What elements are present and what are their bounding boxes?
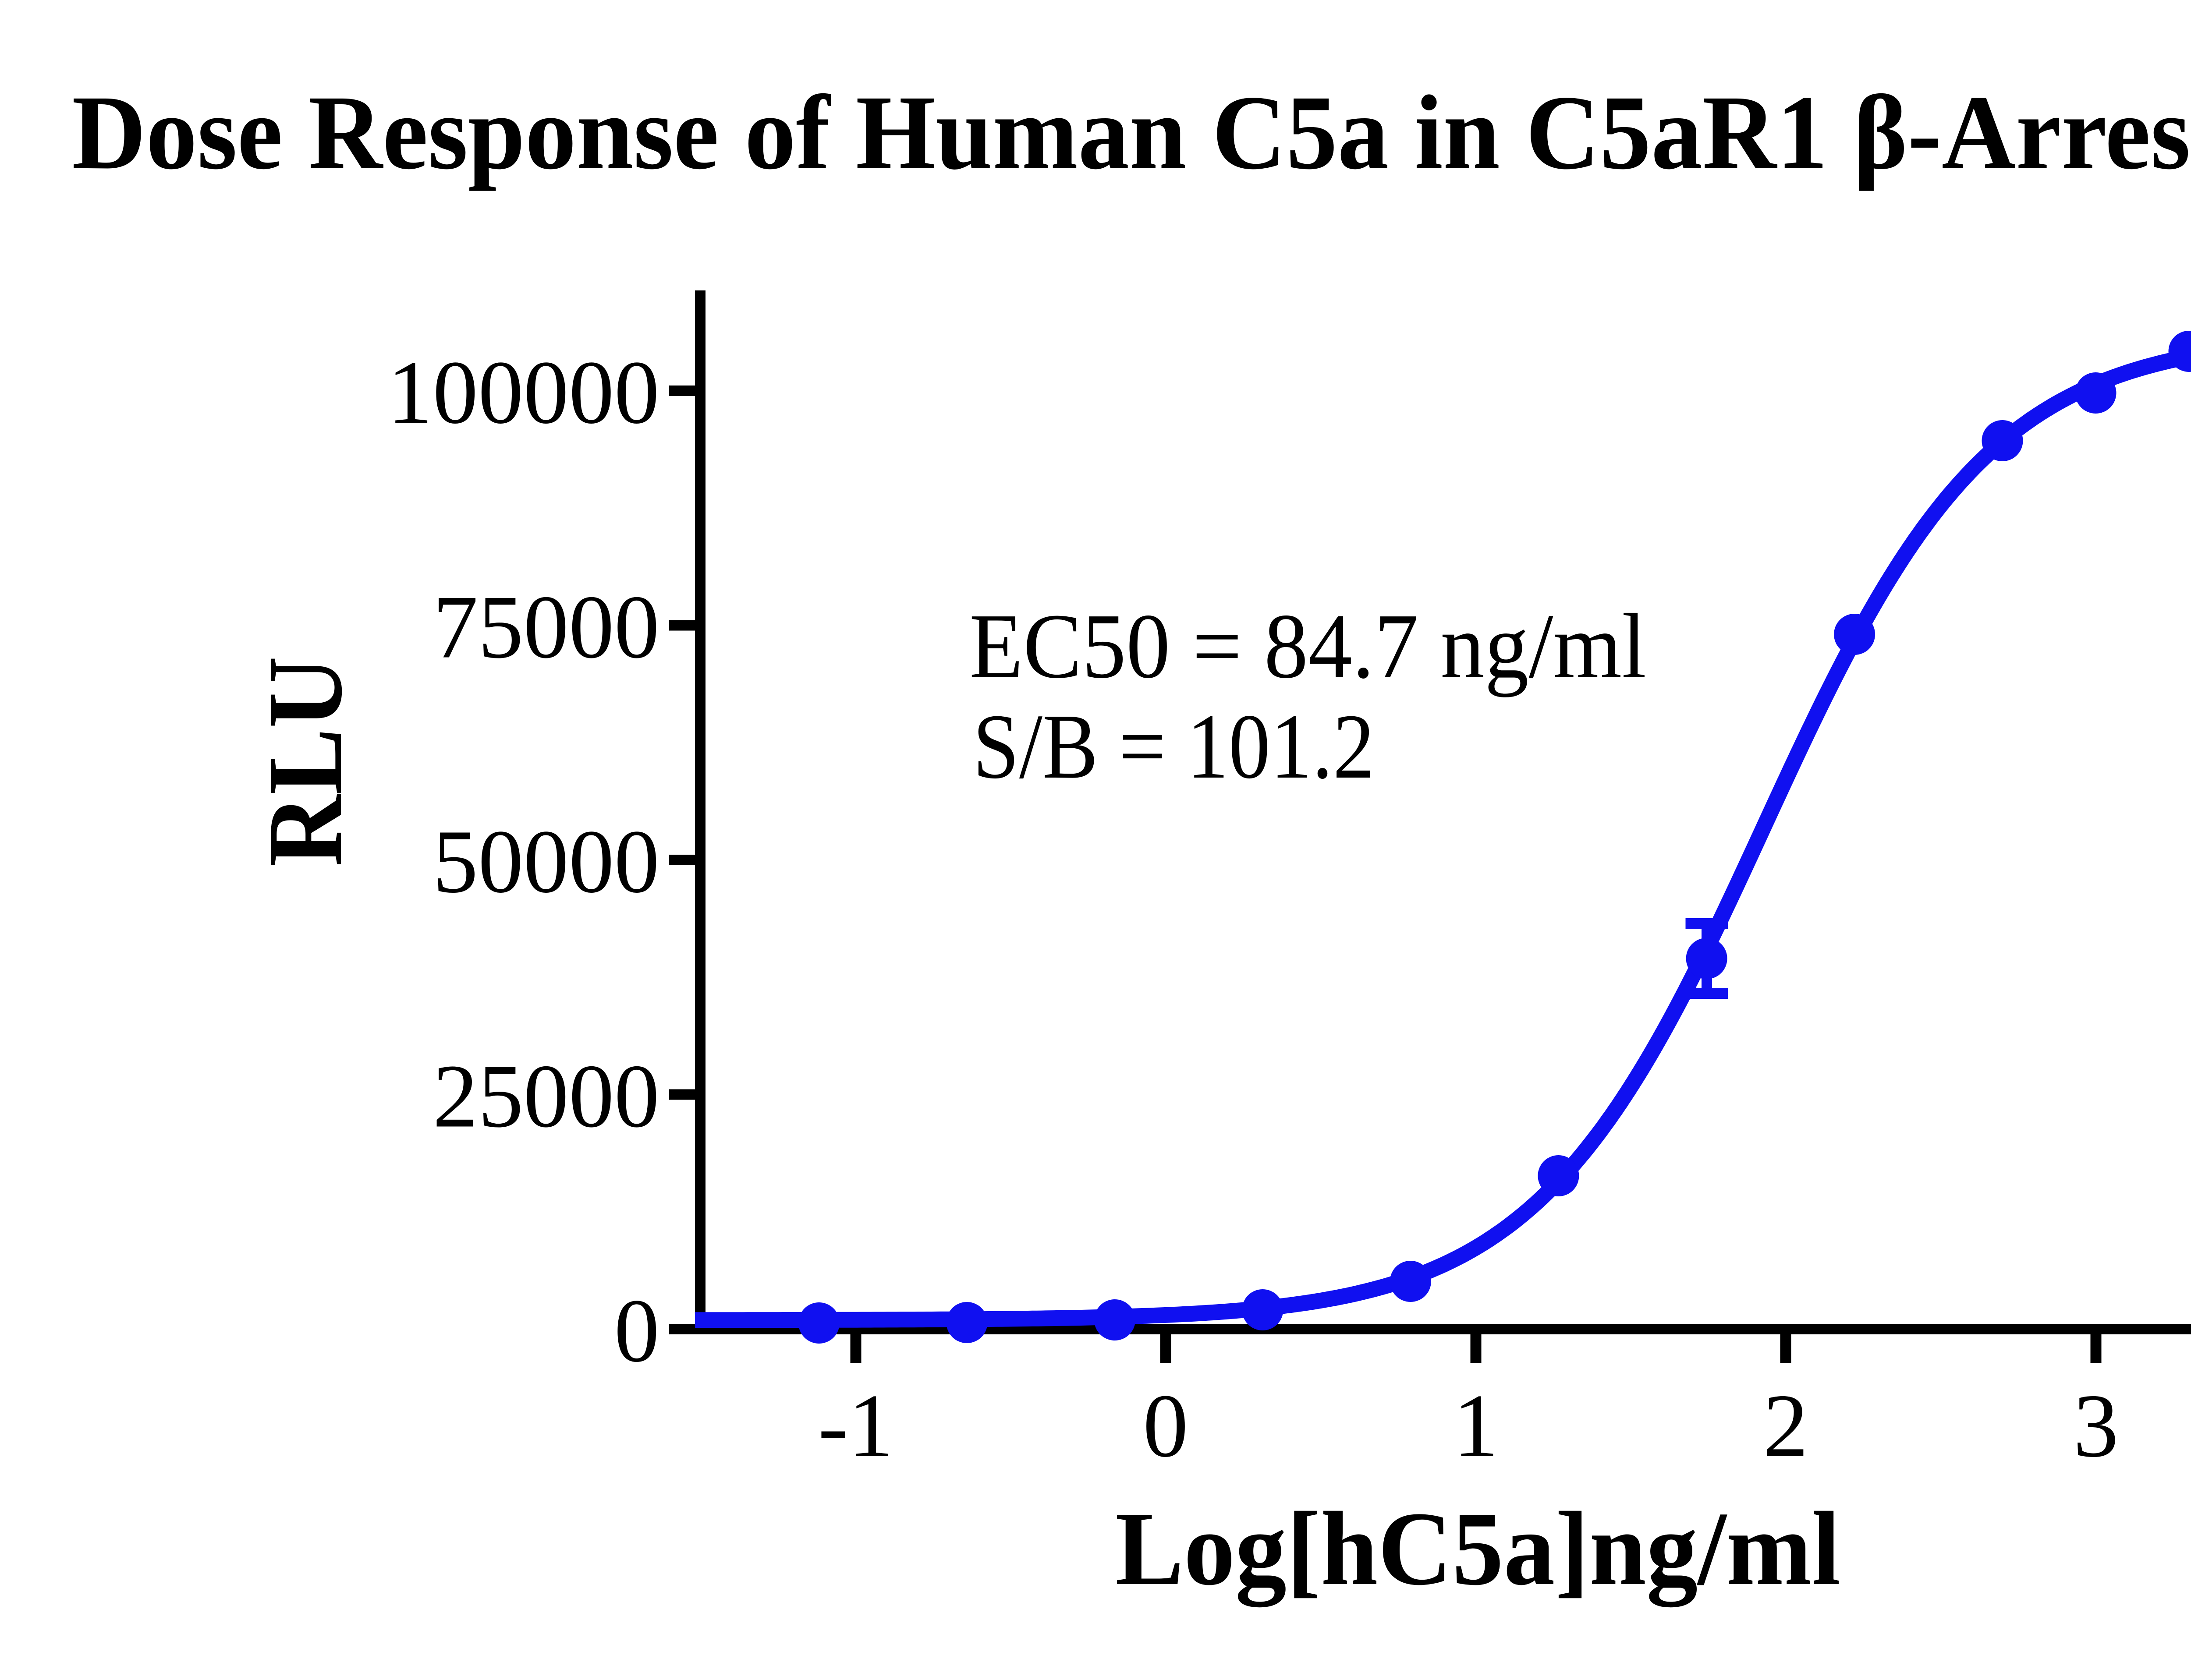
svg-text:75000: 75000 [433,577,660,677]
svg-text:2: 2 [1763,1376,1808,1476]
svg-text:0: 0 [1143,1376,1188,1476]
svg-text:-1: -1 [818,1376,893,1476]
svg-text:S/B = 101.2: S/B = 101.2 [973,695,1375,798]
svg-text:3: 3 [2073,1376,2119,1476]
svg-text:EC50 = 84.7 ng/ml: EC50 = 84.7 ng/ml [969,594,1646,697]
svg-text:Log[hC5a]ng/ml: Log[hC5a]ng/ml [1115,1490,1840,1607]
svg-text:100000: 100000 [387,342,659,442]
svg-text:50000: 50000 [433,811,660,912]
svg-text:1: 1 [1453,1376,1499,1476]
svg-text:25000: 25000 [433,1046,660,1146]
svg-text:Dose Response of Human C5a in: Dose Response of Human C5a in C5aR1 β-Ar… [72,73,2191,191]
svg-text:0: 0 [614,1280,660,1381]
svg-text:RLU: RLU [246,656,364,867]
